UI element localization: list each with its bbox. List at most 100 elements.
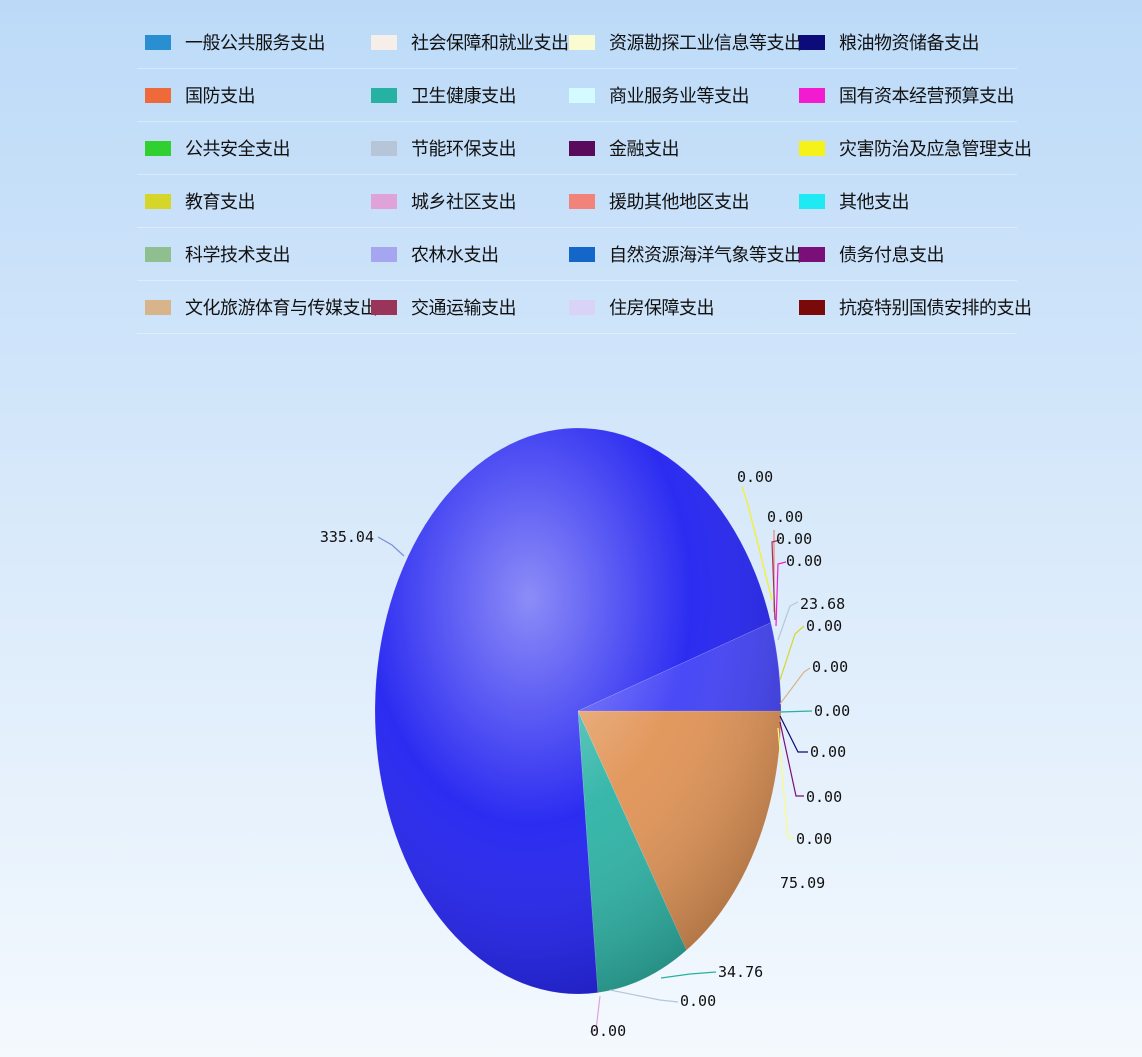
data-label: 0.00 <box>737 468 773 486</box>
data-label: 0.00 <box>767 508 803 526</box>
legend-label: 农林水支出 <box>411 245 499 266</box>
legend-item[interactable]: 文化旅游体育与传媒支出 <box>137 281 378 333</box>
legend-item[interactable]: 金融支出 <box>561 122 791 174</box>
legend-row: 国防支出 卫生健康支出 商业服务业等支出 国有资本经营预算支出 <box>137 69 1017 122</box>
legend-swatch <box>371 246 397 262</box>
legend-item[interactable]: 社会保障和就业支出 <box>363 16 569 68</box>
legend-label: 社会保障和就业支出 <box>411 33 569 54</box>
legend-label: 交通运输支出 <box>411 298 517 319</box>
legend-label: 科学技术支出 <box>185 245 291 266</box>
legend-swatch <box>371 299 397 315</box>
data-label: 0.00 <box>776 530 812 548</box>
legend-swatch <box>569 299 595 315</box>
legend-item[interactable]: 自然资源海洋气象等支出 <box>561 228 802 280</box>
legend-item[interactable]: 债务付息支出 <box>791 228 1017 280</box>
legend-swatch <box>371 140 397 156</box>
legend-item[interactable]: 卫生健康支出 <box>363 69 561 121</box>
pie-slices <box>374 427 782 995</box>
legend-row: 一般公共服务支出 社会保障和就业支出 资源勘探工业信息等支出 粮油物资储备支出 <box>137 16 1017 69</box>
legend-swatch <box>145 299 171 315</box>
data-label: 0.00 <box>806 788 842 806</box>
legend-row: 公共安全支出 节能环保支出 金融支出 灾害防治及应急管理支出 <box>137 122 1032 175</box>
leader-line <box>779 667 811 705</box>
legend-swatch <box>569 246 595 262</box>
legend-item[interactable]: 科学技术支出 <box>137 228 363 280</box>
legend-item[interactable]: 住房保障支出 <box>561 281 791 333</box>
legend-label: 卫生健康支出 <box>411 86 517 107</box>
legend-label: 其他支出 <box>839 192 910 213</box>
legend-item[interactable]: 农林水支出 <box>363 228 561 280</box>
legend-label: 节能环保支出 <box>411 139 517 160</box>
legend-label: 自然资源海洋气象等支出 <box>609 245 802 266</box>
legend-swatch <box>799 140 825 156</box>
legend-label: 抗疫特别国债安排的支出 <box>839 298 1032 319</box>
legend-swatch <box>145 193 171 209</box>
legend-label: 灾害防治及应急管理支出 <box>839 139 1032 160</box>
legend-swatch <box>145 140 171 156</box>
legend-swatch <box>371 193 397 209</box>
data-label: 75.09 <box>780 874 825 892</box>
legend-label: 资源勘探工业信息等支出 <box>609 33 802 54</box>
legend-row: 文化旅游体育与传媒支出 交通运输支出 住房保障支出 抗疫特别国债安排的支出 <box>137 281 1032 334</box>
leader-lines <box>377 485 813 1033</box>
legend-item[interactable]: 商业服务业等支出 <box>561 69 791 121</box>
legend-label: 城乡社区支出 <box>411 192 517 213</box>
legend-item[interactable]: 灾害防治及应急管理支出 <box>791 122 1032 174</box>
chart-legend: 一般公共服务支出 社会保障和就业支出 资源勘探工业信息等支出 粮油物资储备支出国防支出… <box>137 16 1032 334</box>
legend-swatch <box>799 246 825 262</box>
legend-label: 金融支出 <box>609 139 680 160</box>
legend-label: 商业服务业等支出 <box>609 86 750 107</box>
legend-item[interactable]: 公共安全支出 <box>137 122 363 174</box>
legend-item[interactable]: 城乡社区支出 <box>363 175 561 227</box>
legend-label: 国防支出 <box>185 86 256 107</box>
legend-row: 教育支出 城乡社区支出 援助其他地区支出 其他支出 <box>137 175 1017 228</box>
legend-swatch <box>569 34 595 50</box>
legend-label: 一般公共服务支出 <box>185 33 326 54</box>
legend-swatch <box>569 87 595 103</box>
legend-swatch <box>569 140 595 156</box>
data-label: 0.00 <box>806 617 842 635</box>
legend-label: 公共安全支出 <box>185 139 291 160</box>
legend-item[interactable]: 粮油物资储备支出 <box>791 16 1017 68</box>
legend-row: 科学技术支出 农林水支出 自然资源海洋气象等支出 债务付息支出 <box>137 228 1017 281</box>
leader-line <box>660 971 717 979</box>
legend-label: 国有资本经营预算支出 <box>839 86 1015 107</box>
leader-line <box>771 539 781 621</box>
legend-swatch <box>371 87 397 103</box>
legend-swatch <box>569 193 595 209</box>
legend-item[interactable]: 一般公共服务支出 <box>137 16 363 68</box>
data-label: 0.00 <box>680 992 716 1010</box>
leader-line <box>777 601 799 641</box>
legend-label: 债务付息支出 <box>839 245 945 266</box>
legend-item[interactable]: 资源勘探工业信息等支出 <box>561 16 802 68</box>
legend-item[interactable]: 抗疫特别国债安排的支出 <box>791 281 1032 333</box>
legend-swatch <box>799 193 825 209</box>
legend-swatch <box>145 87 171 103</box>
legend-item[interactable]: 交通运输支出 <box>363 281 561 333</box>
data-label: 23.68 <box>800 595 845 613</box>
legend-item[interactable]: 其他支出 <box>791 175 1017 227</box>
data-labels: 335.04 75.09 34.76 23.68 0.00 0.00 0.00 0.00 0.0… <box>320 468 850 1040</box>
leader-line <box>609 989 679 1003</box>
leader-line <box>377 536 405 557</box>
legend-item[interactable]: 援助其他地区支出 <box>561 175 791 227</box>
legend-swatch <box>371 34 397 50</box>
legend-swatch <box>145 34 171 50</box>
legend-swatch <box>145 246 171 262</box>
legend-item[interactable]: 国有资本经营预算支出 <box>791 69 1017 121</box>
data-label: 0.00 <box>590 1022 626 1040</box>
legend-item[interactable]: 国防支出 <box>137 69 363 121</box>
legend-swatch <box>799 34 825 50</box>
legend-label: 援助其他地区支出 <box>609 192 750 213</box>
legend-item[interactable]: 节能环保支出 <box>363 122 561 174</box>
leader-line <box>779 625 805 681</box>
legend-item[interactable]: 教育支出 <box>137 175 363 227</box>
legend-label: 粮油物资储备支出 <box>839 33 980 54</box>
data-label: 0.00 <box>814 702 850 720</box>
data-label: 0.00 <box>812 658 848 676</box>
data-label: 0.00 <box>786 552 822 570</box>
leader-line <box>741 485 773 601</box>
leader-line <box>779 721 804 797</box>
